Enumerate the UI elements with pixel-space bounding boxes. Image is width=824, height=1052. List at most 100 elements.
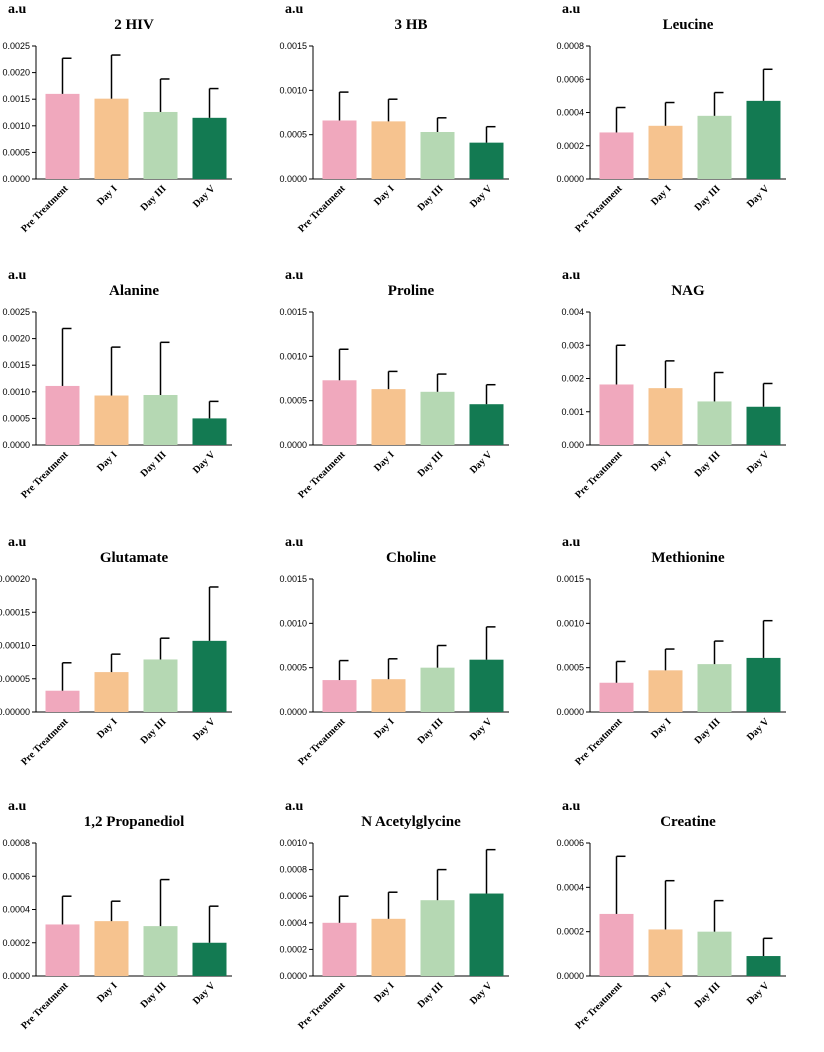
x-tick-label: Pre Treatment	[573, 980, 625, 1032]
chart-panel-glutamate: a.u Glutamate 0.00000 0.00005 0.00010 0.00015…	[0, 533, 270, 788]
unit-label: a.u	[285, 535, 304, 550]
x-tick-label: Pre Treatment	[19, 449, 71, 501]
chart-title: 2 HIV	[114, 17, 154, 33]
bar-day-i	[648, 388, 683, 445]
bar-day-iii	[420, 900, 455, 976]
unit-label: a.u	[285, 268, 304, 283]
bar-pre-treatment	[45, 385, 80, 445]
x-tick-label: Day I	[372, 980, 397, 1005]
bar-day-i	[648, 125, 683, 179]
unit-label: a.u	[8, 535, 27, 550]
bar-day-iii	[420, 667, 455, 712]
chart-svg: 0.0000 0.0005 0.0010 0.0015 Pre Treatment Day…	[556, 574, 786, 768]
x-tick-label: Day V	[468, 980, 495, 1007]
x-tick-label: Pre Treatment	[296, 183, 348, 235]
bar-pre-treatment	[599, 682, 634, 712]
bar-pre-treatment	[599, 384, 634, 445]
x-tick-label: Day I	[649, 716, 674, 741]
y-tick-label: 0.0015	[279, 41, 307, 51]
bar-day-iii	[697, 664, 732, 712]
chart-title: Creatine	[660, 814, 716, 830]
y-tick-label: 0.0008	[556, 41, 584, 51]
chart-title: 3 HB	[394, 17, 428, 33]
bar-day-i	[94, 98, 129, 179]
chart-svg: 0.0000 0.0002 0.0004 0.0006 Pre Treatment Day…	[556, 838, 786, 1032]
chart-panel-1-2-propanediol: a.u 1,2 Propanediol 0.0000 0.0002 0.0004 0.00…	[0, 797, 270, 1052]
y-tick-label: 0.0000	[279, 440, 307, 450]
unit-label: a.u	[562, 535, 581, 550]
x-tick-label: Day I	[649, 980, 674, 1005]
chart-title: Leucine	[662, 17, 714, 33]
chart-panel-nag: a.u NAG 0.000 0.001 0.002 0.003 0.004 Pre Treat…	[554, 266, 824, 521]
chart-panel-alanine: a.u Alanine 0.0000 0.0005 0.0010 0.0015 0.0020…	[0, 266, 270, 521]
x-tick-label: Day III	[693, 449, 723, 479]
bar-day-iii	[697, 931, 732, 976]
y-tick-label: 0.0004	[556, 882, 584, 892]
unit-label: a.u	[562, 268, 581, 283]
x-tick-label: Day I	[372, 183, 397, 208]
chart-svg: 0.0000 0.0002 0.0004 0.0006 0.0008 Pre Treatm…	[556, 41, 786, 235]
bar-pre-treatment	[322, 120, 357, 179]
y-tick-label: 0.003	[561, 340, 584, 350]
bar-pre-treatment	[599, 132, 634, 179]
bar-pre-treatment	[45, 690, 80, 712]
bar-day-iii	[143, 659, 178, 712]
chart-svg: 0.0000 0.0002 0.0004 0.0006 0.0008 Pre Treatm…	[2, 838, 232, 1032]
y-tick-label: 0.000	[561, 440, 584, 450]
bar-day-v	[192, 418, 227, 445]
y-tick-label: 0.0010	[279, 351, 307, 361]
chart-svg: 0.0000 0.0005 0.0010 0.0015 Pre Treatment Day…	[279, 574, 509, 768]
chart-title: N Acetylglycine	[361, 814, 461, 830]
bar-day-i	[371, 679, 406, 712]
x-tick-label: Day I	[95, 449, 120, 474]
chart-title: Alanine	[108, 283, 159, 299]
bar-day-iii	[420, 391, 455, 445]
y-tick-label: 0.0000	[556, 174, 584, 184]
x-tick-label: Day V	[191, 449, 218, 476]
bar-day-i	[648, 670, 683, 712]
bar-day-v	[469, 659, 504, 712]
chart-title: 1,2 Propanediol	[83, 814, 185, 830]
y-tick-label: 0.0000	[279, 707, 307, 717]
x-tick-label: Pre Treatment	[573, 449, 625, 501]
bar-day-v	[746, 657, 781, 712]
chart-svg: 0.00000 0.00005 0.00010 0.00015 0.00020 Pre T…	[0, 574, 232, 768]
x-tick-label: Pre Treatment	[573, 716, 625, 768]
x-tick-label: Day III	[416, 980, 446, 1010]
chart-svg: 0.0000 0.0005 0.0010 0.0015 0.0020 0.0025 Pre …	[2, 41, 232, 235]
bar-day-v	[746, 406, 781, 445]
bar-day-iii	[143, 111, 178, 179]
x-tick-label: Day V	[191, 980, 218, 1007]
x-tick-label: Day V	[468, 716, 495, 743]
bar-day-iii	[143, 394, 178, 445]
y-tick-label: 0.0000	[2, 174, 30, 184]
bar-day-i	[371, 918, 406, 976]
y-tick-label: 0.0000	[556, 707, 584, 717]
bar-day-v	[192, 117, 227, 179]
x-tick-label: Day I	[95, 183, 120, 208]
x-tick-label: Day III	[416, 183, 446, 213]
y-tick-label: 0.0000	[556, 971, 584, 981]
y-tick-label: 0.0015	[279, 307, 307, 317]
chart-title: Choline	[385, 550, 436, 566]
y-tick-label: 0.0010	[279, 85, 307, 95]
y-tick-label: 0.0008	[2, 838, 30, 848]
x-tick-label: Pre Treatment	[573, 183, 625, 235]
x-tick-label: Day V	[745, 449, 772, 476]
y-tick-label: 0.0005	[279, 130, 307, 140]
chart-title: Methionine	[651, 550, 725, 566]
y-tick-label: 0.00015	[0, 607, 30, 617]
y-tick-label: 0.0010	[2, 387, 30, 397]
chart-title: NAG	[671, 283, 705, 299]
y-tick-label: 0.0002	[556, 141, 584, 151]
unit-label: a.u	[8, 799, 27, 814]
y-tick-label: 0.0000	[279, 174, 307, 184]
x-tick-label: Day I	[649, 449, 674, 474]
bar-day-v	[469, 404, 504, 445]
bar-pre-treatment	[599, 913, 634, 976]
y-tick-label: 0.0008	[279, 865, 307, 875]
y-tick-label: 0.0015	[2, 94, 30, 104]
bar-day-i	[94, 672, 129, 712]
y-tick-label: 0.0004	[2, 905, 30, 915]
bar-day-iii	[697, 401, 732, 445]
